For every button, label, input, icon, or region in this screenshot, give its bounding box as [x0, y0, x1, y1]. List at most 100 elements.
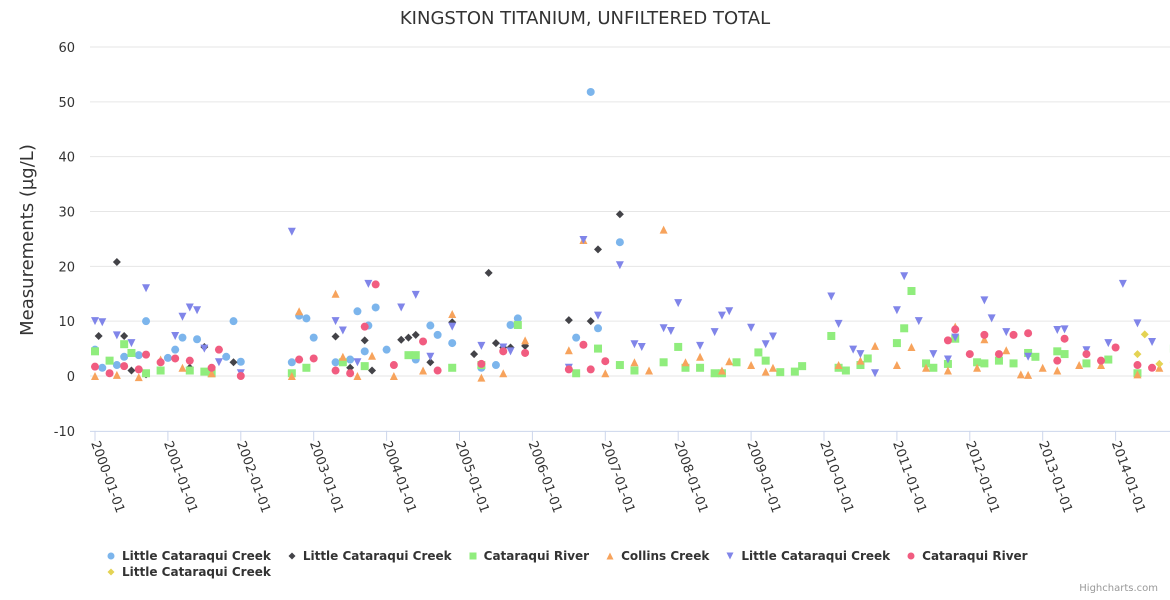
data-point: [1002, 328, 1011, 337]
data-point: [484, 268, 493, 277]
data-point: [491, 339, 500, 348]
data-point: [142, 350, 151, 359]
data-point: [411, 330, 420, 339]
data-point: [156, 366, 165, 375]
data-point: [907, 342, 916, 351]
series-4: [91, 227, 1157, 378]
data-point: [360, 362, 369, 371]
data-point: [368, 351, 377, 360]
data-point: [163, 353, 172, 362]
data-point: [142, 369, 151, 378]
data-point: [368, 366, 377, 375]
data-point: [499, 347, 508, 356]
legend-item[interactable]: Collins Creek: [605, 548, 709, 564]
data-point: [615, 361, 624, 370]
legend-item[interactable]: Little Cataraqui Creek: [106, 548, 271, 564]
data-point: [193, 335, 202, 344]
data-point: [178, 363, 187, 372]
data-point: [346, 369, 355, 378]
data-point: [747, 361, 756, 370]
data-point: [666, 327, 675, 336]
diamond-icon: [288, 552, 296, 560]
legend-label: Little Cataraqui Creek: [741, 549, 891, 563]
data-point: [601, 369, 610, 378]
data-point: [214, 345, 223, 354]
data-point: [127, 366, 136, 375]
data-point: [287, 227, 296, 236]
data-point: [134, 373, 143, 382]
data-point: [586, 317, 595, 326]
data-point: [1075, 361, 1084, 370]
data-point: [331, 366, 340, 375]
data-point: [1133, 319, 1142, 328]
data-point: [630, 358, 639, 367]
data-point: [1104, 339, 1113, 348]
data-point: [397, 303, 406, 312]
legend: Little Cataraqui Creek Little Cataraqui C…: [106, 548, 1106, 580]
data-point: [710, 328, 719, 337]
data-point: [120, 340, 129, 349]
data-point: [397, 335, 406, 344]
data-point: [776, 368, 785, 377]
data-point: [980, 330, 989, 339]
data-point: [1024, 329, 1033, 338]
legend-item[interactable]: Cataraqui River: [906, 548, 1028, 564]
data-point: [178, 333, 187, 342]
data-point: [637, 342, 646, 351]
circle-icon: [907, 552, 915, 560]
x-tick-label: 2002-01-01: [233, 439, 273, 515]
series-0: [91, 87, 624, 372]
data-point: [302, 314, 311, 323]
data-point: [506, 347, 515, 356]
data-point: [929, 350, 938, 359]
data-point: [994, 350, 1003, 359]
data-point: [761, 340, 770, 349]
chart-title: KINGSTON TITANIUM, UNFILTERED TOTAL: [400, 8, 770, 29]
data-point: [229, 317, 238, 326]
data-point: [965, 350, 974, 359]
data-point: [696, 341, 705, 350]
data-point: [615, 210, 624, 219]
data-point: [433, 330, 442, 339]
legend-item[interactable]: Cataraqui River: [468, 548, 589, 564]
data-point: [1053, 347, 1062, 356]
data-point: [980, 335, 989, 344]
data-point: [1140, 330, 1149, 339]
data-point: [943, 355, 952, 364]
data-point: [200, 367, 209, 376]
x-tick-label: 2009-01-01: [743, 439, 783, 515]
credits-link[interactable]: Highcharts.com: [1079, 583, 1158, 594]
series-6: [1133, 330, 1170, 368]
legend-item[interactable]: Little Cataraqui Creek: [287, 548, 452, 564]
data-point: [1082, 350, 1091, 359]
data-point: [681, 363, 690, 372]
y-tick-label: 0: [67, 370, 75, 385]
data-point: [951, 333, 960, 342]
data-point: [499, 369, 508, 378]
legend-item[interactable]: Little Cataraqui Creek: [725, 548, 890, 564]
data-point: [112, 370, 121, 379]
data-point: [112, 257, 121, 266]
data-point: [120, 352, 129, 361]
data-point: [586, 365, 595, 374]
data-point: [1024, 352, 1033, 361]
data-point: [579, 340, 588, 349]
data-point: [91, 317, 99, 326]
data-point: [696, 352, 705, 361]
x-tick-label: 2006-01-01: [525, 439, 565, 515]
legend-symbol-icon: [469, 552, 477, 560]
data-point: [448, 322, 457, 331]
data-point: [193, 306, 202, 315]
data-point: [353, 358, 362, 367]
data-point: [564, 316, 573, 325]
data-point: [892, 306, 901, 315]
legend-item[interactable]: Little Cataraqui Creek: [106, 564, 271, 580]
data-point: [171, 331, 180, 340]
data-point: [943, 366, 952, 375]
data-point: [1024, 370, 1033, 379]
data-point: [900, 324, 909, 333]
y-axis-title: Measurements (µg/L): [17, 144, 38, 336]
data-point: [185, 303, 194, 312]
data-point: [360, 347, 369, 356]
